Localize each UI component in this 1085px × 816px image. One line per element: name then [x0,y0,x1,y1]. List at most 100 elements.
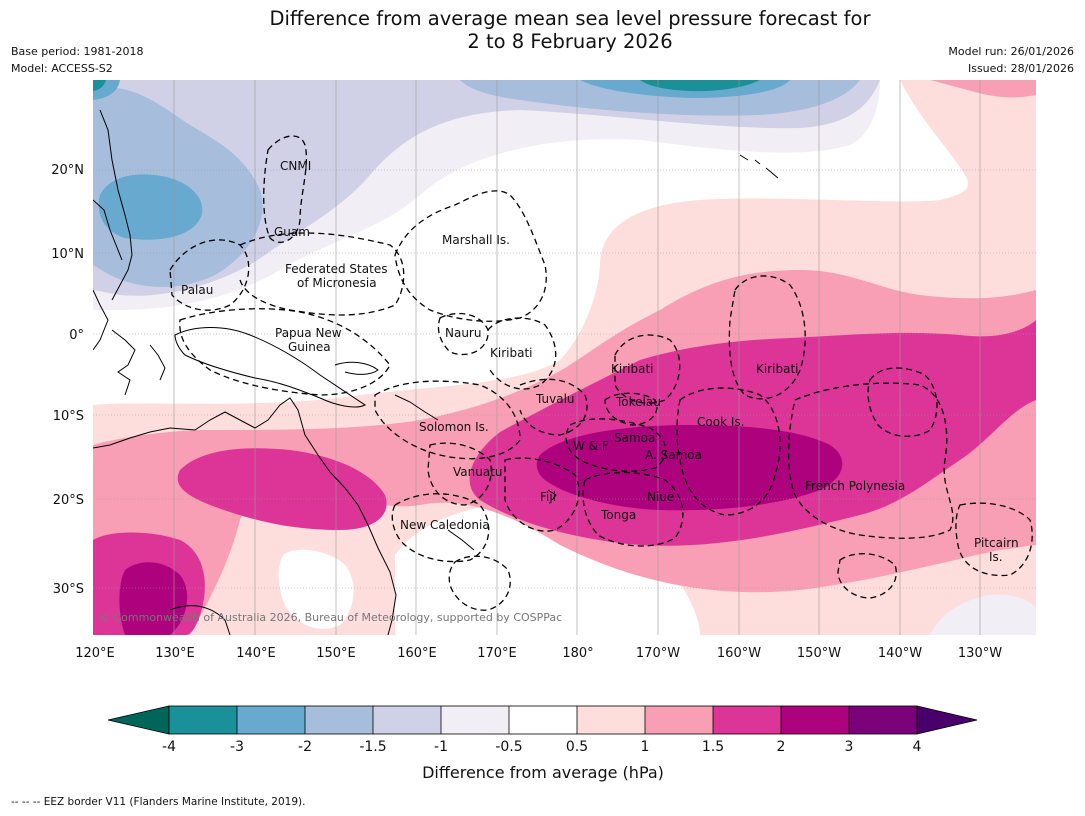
label-tokelau: Tokelau [615,395,661,409]
colorbar-cell [373,706,441,734]
lon-tick-140e: 140°E [236,646,276,661]
band-pos-15-2-west [177,448,387,530]
label-tuvalu: Tuvalu [535,392,575,406]
colorbar-tick: 1 [641,739,650,755]
meta-right: Model run: 26/01/2026 Issued: 28/01/2026 [948,43,1074,77]
title-line-1: Difference from average mean sea level p… [269,7,871,30]
lon-tick-180: 180° [562,646,593,661]
lon-tick-150w: 150°W [797,646,841,661]
label-cook: Cook Is. [697,415,744,429]
eez-tokelau [604,392,658,426]
eez-frpoly-south [837,553,897,599]
label-nauru: Nauru [445,326,481,340]
coast-fiji [547,489,557,501]
eez-kiribati-c [614,334,681,404]
colorbar-cell [577,706,645,734]
region-labels: CNMI Guam Marshall Is. Federated States … [181,159,1019,564]
lat-axis: 20°N 10°N 0° 10°S 20°S 30°S [51,163,84,597]
label-wf: W & F [573,439,609,453]
label-fsm-2: of Micronesia [297,276,377,290]
lon-tick-130e: 130°E [155,646,195,661]
eez-vanuatu [427,442,492,506]
eez-fiji [504,457,580,532]
colorbar-tick: 3 [845,739,854,755]
meta-left: Base period: 1981-2018 Model: ACCESS-S2 [11,43,143,77]
model-run: Model run: 26/01/2026 [948,45,1074,58]
label-guam: Guam [274,225,310,239]
colorbar-cell [781,706,849,734]
label-marshall: Marshall Is. [442,233,510,247]
colorbar-cell [645,706,713,734]
eez-tuvalu [519,378,588,436]
band-neg-2-3 [98,174,203,240]
coast-borneo [93,289,109,351]
eez-fsm [239,232,405,316]
colorbar-cell [305,706,373,734]
colorbar-tick: 2 [777,739,786,755]
coastlines [93,109,779,635]
colorbar-cell [849,706,917,734]
colorbar-tick: 4 [913,739,922,755]
lon-tick-140w: 140°W [878,646,922,661]
graticule [93,80,1036,635]
lat-tick-30s: 30°S [53,582,84,597]
lat-tick-10s: 10°S [53,409,84,424]
lat-tick-20n: 20°N [51,163,84,178]
eez-borders [169,135,1033,611]
band-neutral-sw [278,549,354,629]
coast-hawaii [739,154,779,179]
eez-kiribati-w [487,317,557,390]
coast-new-britain [334,361,379,375]
band-pos-2-3 [536,425,843,511]
lat-tick-10n: 10°N [51,247,84,262]
eez-cook [676,387,781,516]
colorbar-tick: -3 [230,739,244,755]
label-solomon: Solomon Is. [419,420,489,434]
label-png-2: Guinea [288,340,331,354]
band-neg-se [930,594,1036,635]
eez-pitcairn [955,502,1033,577]
eez-marshall [394,190,547,322]
title-line-2: 2 to 8 February 2026 [467,30,673,53]
band-neg-3-4-north [640,80,760,92]
colorbar-cell [169,706,237,734]
label-png-1: Papua New [275,326,342,340]
colorbar-cell [441,706,509,734]
lon-tick-150e: 150°E [316,646,356,661]
label-palau: Palau [181,283,213,297]
band-neg-1-15 [93,80,880,296]
coast-solomons [394,394,439,421]
coast-moluccas [149,344,166,381]
eez-norfolk [448,555,511,611]
label-fiji: Fiji [540,490,556,504]
band-pos-1-15-ne [930,80,1036,98]
colorbar-extend-high [916,705,978,735]
colorbar-tick: -4 [162,739,176,755]
colorbar-tick: -0.5 [495,739,522,755]
colorbar-cell [713,706,781,734]
lat-tick-0: 0° [69,328,84,343]
eez-cnmi [263,135,308,243]
model-name: Model: ACCESS-S2 [11,62,113,75]
label-cnmi: CNMI [280,159,311,173]
lat-tick-20s: 20°S [53,493,84,508]
label-kiribati-e: Kiribati [756,362,798,376]
coast-philippines [99,109,133,301]
colorbar: -4 -3 -2 -1.5 -1 -0.5 0.5 1 1.5 2 3 4 Di… [107,705,978,782]
colorbar-tick: -1.5 [359,739,386,755]
colorbar-tick: 1.5 [702,739,724,755]
base-period: Base period: 1981-2018 [11,45,144,58]
label-kiribati-c: Kiribati [611,362,653,376]
lon-tick-170e: 170°E [477,646,517,661]
chart-title: Difference from average mean sea level p… [0,7,1085,53]
eez-footnote: -- -- -- EEZ border V11 (Flanders Marine… [11,796,306,808]
coast-philippines-2 [93,199,123,261]
label-pitcairn-1: Pitcairn [974,536,1019,550]
coast-sulawesi [111,329,136,396]
lon-tick-170w: 170°W [636,646,680,661]
label-newcal: New Caledonia [400,518,490,532]
eez-kiribati-e [728,275,806,400]
label-samoa: Samoa [614,431,655,445]
colorbar-title: Difference from average (hPa) [422,763,664,782]
